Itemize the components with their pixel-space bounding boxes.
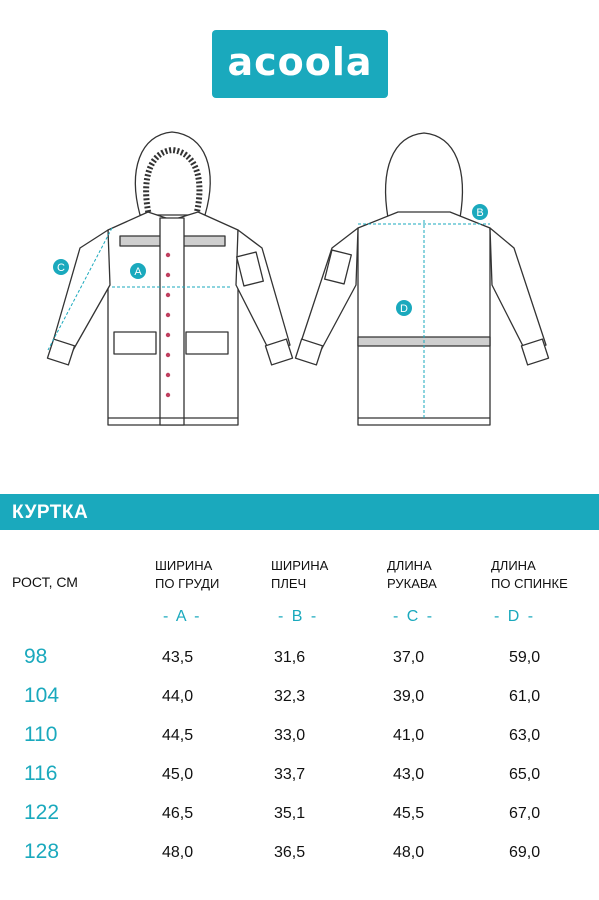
table-row: 104 44,0 32,3 39,0 61,0 — [0, 684, 599, 712]
back-hood — [384, 132, 464, 219]
shoulder-width-cell: 33,7 — [274, 766, 306, 783]
table-row: 110 44,5 33,0 41,0 63,0 — [0, 723, 599, 751]
back-length-cell: 63,0 — [509, 727, 541, 744]
back-body — [357, 211, 491, 426]
column-letter-c: - C - — [393, 608, 435, 625]
sleeve-length-cell: 45,5 — [393, 805, 425, 822]
front-hood — [134, 131, 211, 216]
chest-width-cell: 44,5 — [162, 727, 194, 744]
column-header-back-length: ДЛИНА ПО СПИНКЕ — [491, 558, 568, 591]
column-letter-b: - B - — [278, 608, 319, 625]
column-header-shoulder-width: ШИРИНА ПЛЕЧ — [271, 558, 329, 591]
brand-logo: acoola — [212, 30, 388, 98]
table-row: 122 46,5 35,1 45,5 67,0 — [0, 801, 599, 829]
back-left-sleeve — [299, 227, 359, 353]
table-row: 116 45,0 33,7 43,0 65,0 — [0, 762, 599, 790]
title-bar: КУРТКА — [0, 494, 599, 530]
size-cell: 110 — [24, 723, 58, 746]
size-cell: 116 — [24, 762, 58, 785]
chest-width-cell: 44,0 — [162, 688, 194, 705]
chest-width-cell: 46,5 — [162, 805, 194, 822]
chest-width-cell: 48,0 — [162, 844, 194, 861]
sleeve-length-cell: 39,0 — [393, 688, 425, 705]
back-length-cell: 67,0 — [509, 805, 541, 822]
column-letter-d: - D - — [494, 608, 536, 625]
sleeve-length-cell: 48,0 — [393, 844, 425, 861]
brand-logo-text: acoola — [227, 40, 373, 84]
jacket-technical-drawing: A B C D — [46, 131, 550, 426]
table-row: 98 43,5 31,6 37,0 59,0 — [0, 645, 599, 673]
back-length-cell: 59,0 — [509, 649, 541, 666]
shoulder-width-cell: 35,1 — [274, 805, 306, 822]
marker-d: D — [400, 303, 408, 315]
front-right-sleeve — [235, 229, 291, 353]
back-length-cell: 65,0 — [509, 766, 541, 783]
shoulder-width-cell: 32,3 — [274, 688, 306, 705]
size-cell: 122 — [24, 801, 60, 824]
marker-c: C — [57, 262, 65, 274]
chest-width-cell: 45,0 — [162, 766, 194, 783]
marker-b: B — [476, 207, 483, 219]
chest-width-cell: 43,5 — [162, 649, 194, 666]
shoulder-width-cell: 31,6 — [274, 649, 306, 666]
size-cell: 98 — [24, 645, 48, 668]
table-row: 128 48,0 36,5 48,0 69,0 — [0, 840, 599, 868]
sleeve-length-cell: 37,0 — [393, 649, 425, 666]
column-header-sleeve-length: ДЛИНА РУКАВА — [387, 558, 437, 591]
size-cell: 128 — [24, 840, 60, 863]
shoulder-width-cell: 36,5 — [274, 844, 306, 861]
back-right-sleeve — [489, 227, 547, 353]
back-length-cell: 69,0 — [509, 844, 541, 861]
front-fur-trim — [143, 147, 203, 221]
back-length-cell: 61,0 — [509, 688, 541, 705]
sleeve-length-cell: 43,0 — [393, 766, 425, 783]
column-header-chest-width: ШИРИНА ПО ГРУДИ — [155, 558, 220, 591]
product-title: КУРТКА — [12, 502, 89, 523]
shoulder-width-cell: 33,0 — [274, 727, 306, 744]
row-header: РОСТ, СМ — [12, 574, 78, 590]
column-letter-a: - A - — [163, 608, 202, 625]
marker-a: A — [134, 266, 142, 278]
size-cell: 104 — [24, 684, 60, 707]
sleeve-length-cell: 41,0 — [393, 727, 425, 744]
